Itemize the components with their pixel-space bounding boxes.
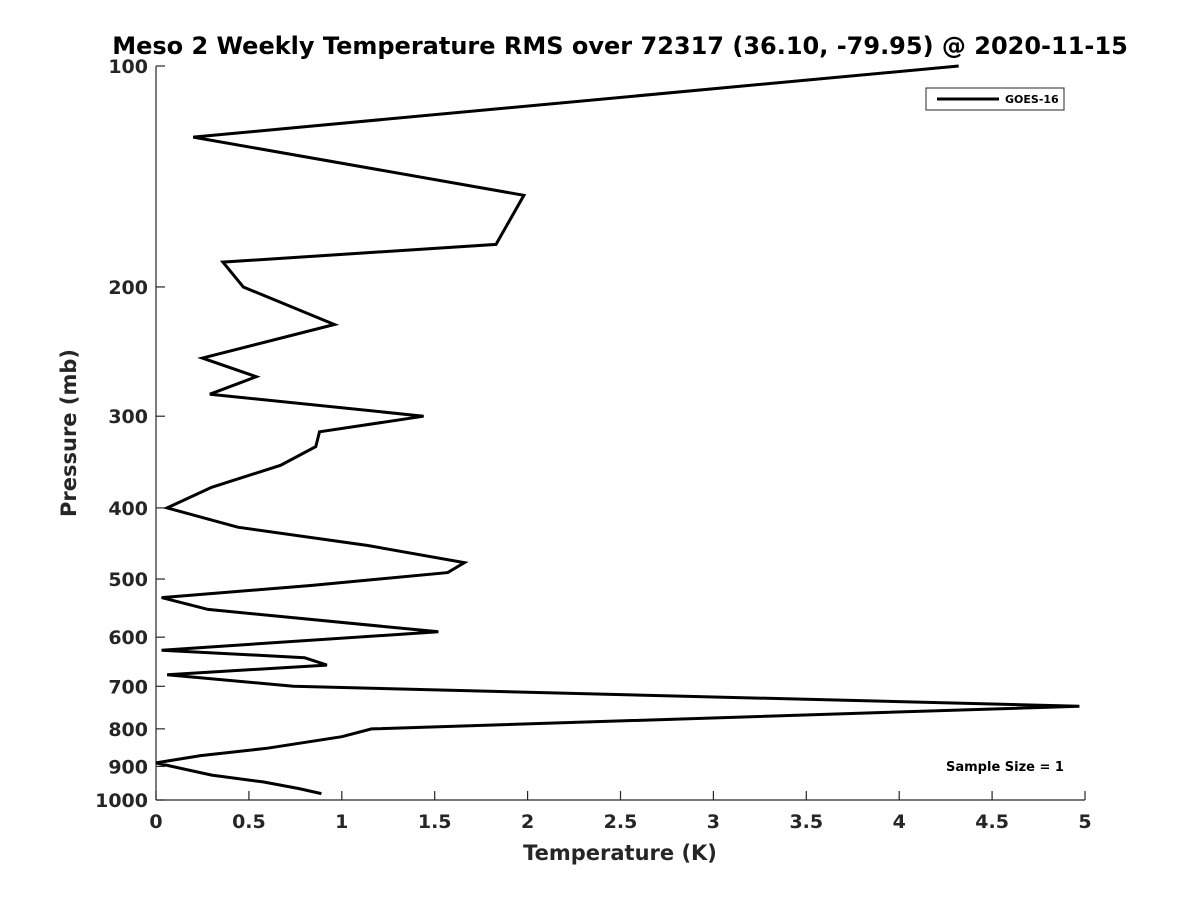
x-tick-label: 1 xyxy=(335,811,348,833)
legend-label-goes-16: GOES-16 xyxy=(1005,93,1059,106)
y-axis-ticks: 100 200 300 400 500 600 700 800 900 1000 xyxy=(95,56,165,812)
legend: GOES-16 xyxy=(925,87,1065,111)
x-tick-label: 3 xyxy=(707,811,720,833)
x-tick-label: 0.5 xyxy=(232,811,266,833)
y-tick-label: 300 xyxy=(108,406,148,428)
x-tick-label: 4.5 xyxy=(975,811,1009,833)
y-tick-label: 800 xyxy=(108,719,148,741)
series-line-goes-16 xyxy=(155,64,1080,796)
x-axis-ticks: 0 0.5 1 1.5 2 2.5 3 3.5 4 4.5 5 xyxy=(149,791,1092,833)
y-tick-label: 700 xyxy=(108,676,148,698)
x-tick-label: 4 xyxy=(893,811,906,833)
x-tick-label: 2 xyxy=(521,811,534,833)
x-tick-label: 5 xyxy=(1078,811,1091,833)
y-tick-label: 900 xyxy=(108,756,148,778)
x-axis-label: Temperature (K) xyxy=(523,841,717,865)
sample-size-annotation: Sample Size = 1 xyxy=(946,760,1064,775)
x-tick-label: 3.5 xyxy=(789,811,823,833)
y-tick-label: 500 xyxy=(108,569,148,591)
x-tick-label: 2.5 xyxy=(604,811,638,833)
y-tick-label: 100 xyxy=(108,56,148,78)
y-tick-label: 600 xyxy=(108,627,148,649)
chart-title: Meso 2 Weekly Temperature RMS over 72317… xyxy=(112,32,1128,60)
x-tick-label: 1.5 xyxy=(418,811,452,833)
y-tick-label: 200 xyxy=(108,277,148,299)
y-tick-label: 400 xyxy=(108,498,148,520)
y-axis-label: Pressure (mb) xyxy=(57,349,81,517)
plot-area: 0 0.5 1 1.5 2 2.5 3 3.5 4 4.5 5 100 200 300 400 500 600… xyxy=(95,56,1092,833)
x-tick-label: 0 xyxy=(149,811,162,833)
y-tick-label: 1000 xyxy=(95,790,148,812)
